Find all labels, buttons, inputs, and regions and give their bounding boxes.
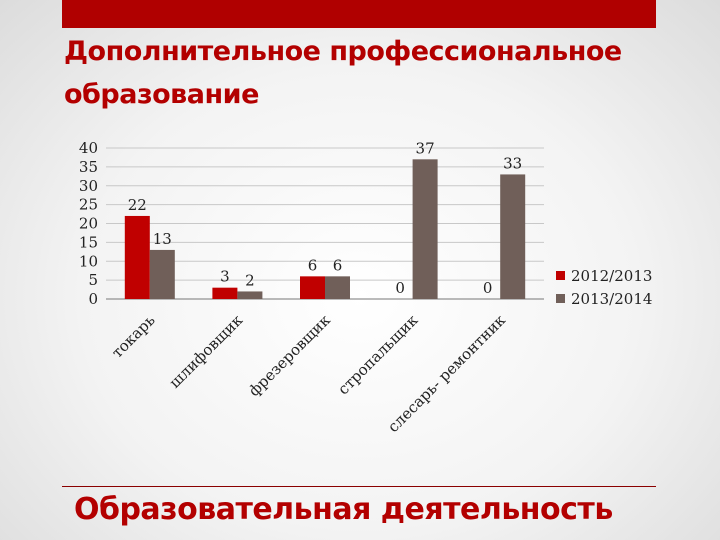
x-tick-label: фрезеровщик xyxy=(245,311,334,400)
data-label: 6 xyxy=(308,256,318,274)
data-label: 3 xyxy=(220,268,230,286)
slide-title: Дополнительное профессиональное образова… xyxy=(64,36,622,110)
bar xyxy=(500,174,526,299)
y-tick-label: 40 xyxy=(79,139,98,157)
bar xyxy=(124,215,150,299)
y-tick-label: 5 xyxy=(88,271,98,289)
legend-item-2013-2014: 2013/2014 xyxy=(556,287,652,310)
data-label: 22 xyxy=(128,196,147,214)
y-tick-label: 15 xyxy=(79,233,98,251)
legend-swatch-2012-2013 xyxy=(556,271,565,280)
x-tick-label: шлифовщик xyxy=(166,311,247,392)
y-tick-label: 25 xyxy=(79,196,98,214)
data-label: 0 xyxy=(483,279,493,297)
legend-swatch-2013-2014 xyxy=(556,294,565,303)
legend-label-2013-2014: 2013/2014 xyxy=(571,289,653,308)
data-label: 6 xyxy=(333,256,343,274)
data-label: 37 xyxy=(416,139,435,157)
data-label: 13 xyxy=(153,230,172,248)
bar xyxy=(212,287,238,299)
bar xyxy=(412,159,438,299)
chart-legend: 2012/2013 2013/2014 xyxy=(556,264,652,310)
data-label: 33 xyxy=(503,154,522,172)
data-label: 2 xyxy=(245,271,255,289)
data-label: 0 xyxy=(395,279,405,297)
y-tick-label: 30 xyxy=(79,177,98,195)
bar xyxy=(325,276,350,299)
footer-divider xyxy=(62,486,656,487)
slide-footer-title: Образовательная деятельность xyxy=(74,492,613,527)
y-tick-label: 20 xyxy=(79,215,98,233)
y-tick-label: 10 xyxy=(79,252,98,270)
legend-item-2012-2013: 2012/2013 xyxy=(556,264,652,287)
x-tick-label: стропальщик xyxy=(334,311,422,399)
bar xyxy=(237,291,263,299)
top-accent-bar xyxy=(62,0,656,28)
y-tick-label: 0 xyxy=(88,290,98,308)
bar xyxy=(300,276,325,299)
legend-label-2012-2013: 2012/2013 xyxy=(571,266,653,285)
bar xyxy=(149,249,175,299)
x-tick-label: токарь xyxy=(108,311,159,362)
y-tick-label: 35 xyxy=(79,158,98,176)
